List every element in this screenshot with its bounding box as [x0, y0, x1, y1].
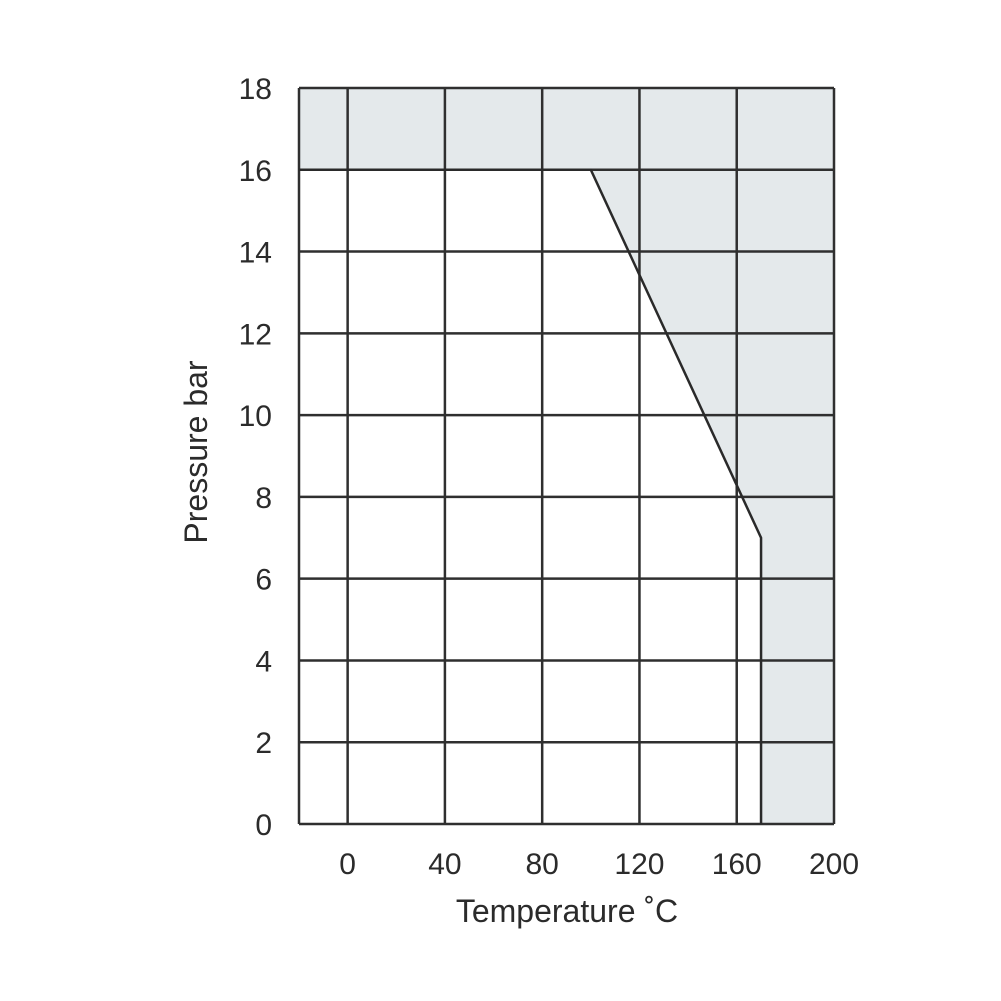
- limit-line-layer: [299, 168, 763, 824]
- x-tick-labels: 0 40 80 120 160 200: [339, 848, 859, 881]
- y-tick-label: 0: [255, 809, 272, 842]
- y-tick-label: 6: [255, 564, 272, 597]
- y-tick-label: 10: [239, 400, 272, 433]
- y-tick-label: 18: [239, 73, 272, 106]
- grid-layer: [297, 86, 836, 826]
- y-tick-label: 12: [239, 318, 272, 351]
- shaded-region-layer: [299, 88, 834, 824]
- x-tick-label: 0: [339, 848, 356, 881]
- x-tick-label: 160: [712, 848, 762, 881]
- x-axis-label: Temperature ˚C: [456, 893, 678, 929]
- x-tick-label: 200: [809, 848, 859, 881]
- pressure-limit-line: [299, 168, 763, 824]
- x-tick-label: 40: [428, 848, 461, 881]
- y-tick-label: 2: [255, 727, 272, 760]
- x-tick-label: 120: [614, 848, 664, 881]
- y-axis-label: Pressure bar: [178, 360, 214, 544]
- x-tick-label: 80: [525, 848, 558, 881]
- y-tick-labels: 0 2 4 6 8 10 12 14 16 18: [239, 73, 272, 842]
- y-tick-label: 8: [255, 482, 272, 515]
- y-tick-label: 4: [255, 645, 272, 678]
- shaded-region: [299, 88, 834, 824]
- y-tick-label: 16: [239, 155, 272, 188]
- y-tick-label: 14: [239, 237, 272, 270]
